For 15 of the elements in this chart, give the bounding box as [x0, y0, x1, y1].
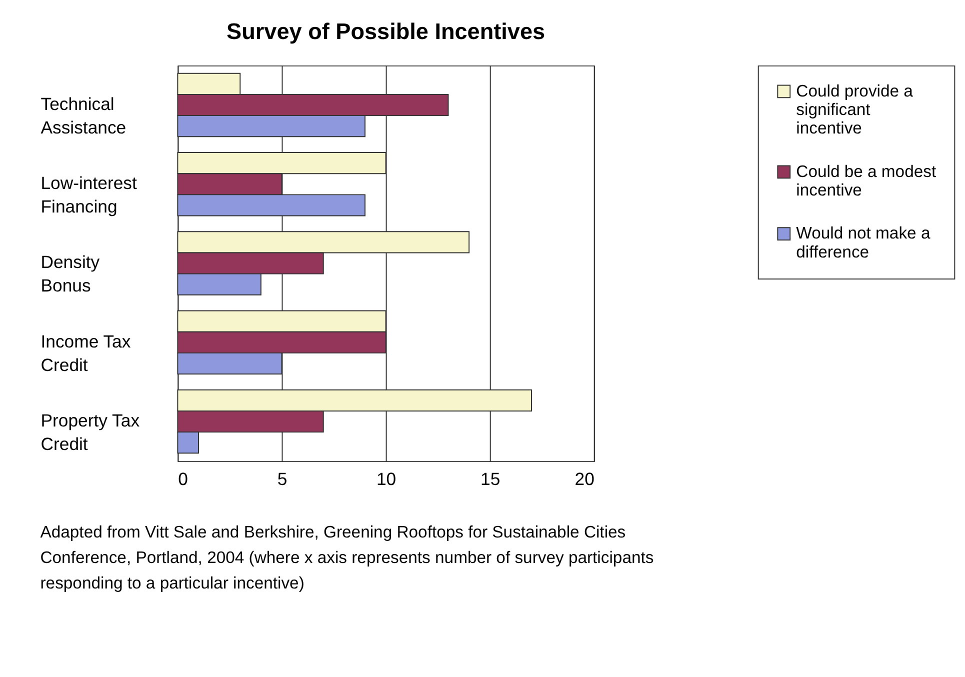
y-tick-label: Density Bonus: [40, 252, 100, 296]
text: Adapted from Vitt Sale and Berkshire, Greening Rooftops for Sustainable Cities Conference, Portland, 2004 (where x axis represents number of survey participants responding to a particular incentive): [40, 522, 654, 593]
x-tick-label: 10: [376, 469, 396, 490]
legend-label: Could be a modest incentive: [796, 162, 936, 200]
x-tick-label: 20: [574, 469, 595, 490]
legend-label: Would not make a difference: [796, 224, 931, 262]
x-tick-label: 5: [277, 469, 288, 490]
y-tick-label: Low-interest Financing: [40, 173, 138, 217]
chart-title: Survey of Possible Incentives: [226, 18, 546, 44]
y-tick-label: Property Tax Credit: [40, 410, 140, 454]
x-tick-label: 15: [480, 469, 500, 490]
legend-label: Could provide a significant incentive: [796, 81, 914, 138]
x-tick-label: 0: [178, 469, 188, 490]
y-tick-label: Technical Assistance: [40, 94, 126, 138]
y-tick-label: Income Tax Credit: [40, 331, 131, 375]
